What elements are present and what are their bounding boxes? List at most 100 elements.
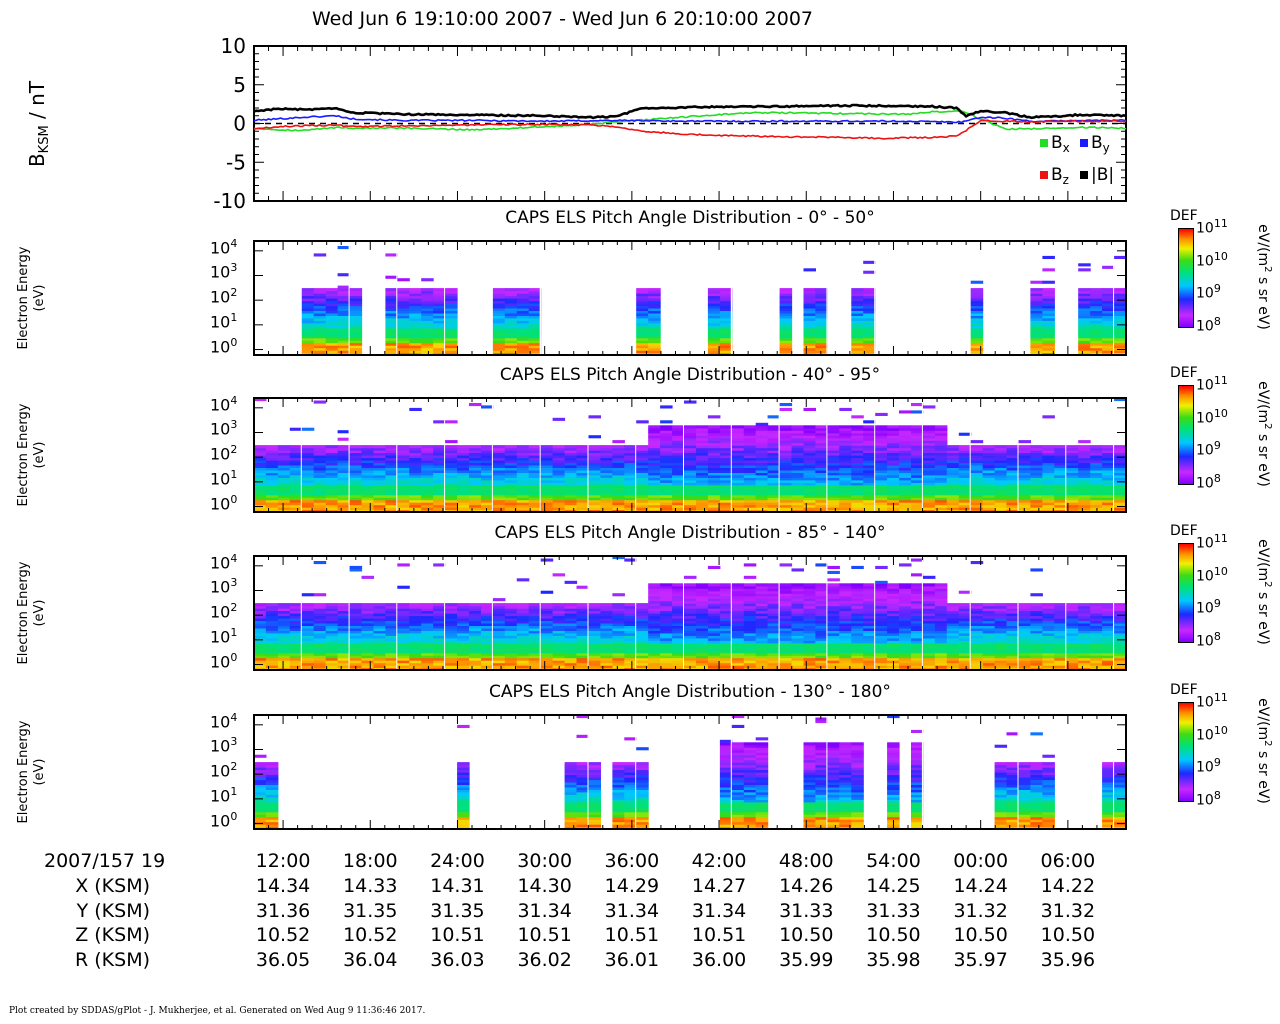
spectrogram-cell: [445, 337, 458, 341]
spectrogram-cell: [492, 620, 506, 624]
spectrogram-cell: [1114, 290, 1127, 294]
spectrogram-cell: [481, 477, 494, 481]
spectrogram-cell: [624, 610, 637, 614]
spectrogram-cell: [504, 467, 518, 471]
spectrogram-cell: [1006, 489, 1019, 493]
spectrogram-cell: [445, 487, 458, 491]
spectrogram-cell: [660, 487, 673, 491]
spectrogram-cell: [899, 497, 912, 501]
spectrogram-cell: [707, 445, 721, 449]
spectrogram-cell: [528, 622, 542, 626]
spectrogram-cell: [421, 335, 434, 339]
spectrogram-cell: [684, 598, 697, 602]
spectrogram-cell: [337, 625, 351, 629]
spectrogram-cell: [660, 645, 673, 649]
mag-series-2: [253, 119, 1127, 140]
spectrogram-cell: [409, 445, 422, 449]
spectrogram-cell: [636, 630, 649, 634]
spectrogram-cell: [277, 618, 291, 622]
spectrogram-cell: [827, 425, 840, 429]
spectrogram-cell: [1078, 288, 1091, 292]
spectrogram-cell: [922, 479, 936, 483]
spectrogram-cell: [922, 484, 936, 488]
spectrogram-cell: [731, 467, 745, 471]
spectrogram-cell: [301, 494, 315, 498]
spectrogram-cell: [528, 288, 542, 292]
spectrogram-cell: [373, 484, 386, 488]
spectrogram-cell: [911, 497, 924, 501]
spectrogram-cell: [863, 440, 876, 444]
spectrogram-cell: [337, 487, 351, 491]
spectrogram-cell: [397, 482, 410, 486]
spectrogram-cell: [313, 660, 327, 664]
spectrogram-cell: [875, 502, 888, 506]
spectrogram-cell: [803, 650, 816, 654]
spectrogram-cell: [875, 472, 888, 476]
spectrogram-cell: [349, 310, 363, 314]
spectrogram-cell: [481, 482, 494, 486]
spectrogram-cell: [504, 492, 518, 496]
spectrogram-cell: [696, 585, 709, 589]
spectrogram-cell: [349, 460, 363, 464]
spectrogram-cell: [421, 502, 434, 506]
spectrogram-cell: [636, 499, 649, 503]
spectrogram-cell: [779, 590, 793, 594]
spectrogram-cell: [289, 452, 303, 456]
spectrogram-cell: [528, 605, 542, 609]
spectrogram-cell: [528, 300, 542, 304]
spectrogram-cell: [337, 447, 351, 451]
spectrogram-cell: [373, 479, 386, 483]
spectrogram-cell: [934, 432, 948, 436]
spectrogram-cell: [373, 460, 386, 464]
spectrogram-cell: [481, 625, 494, 629]
spectrogram-cell: [313, 317, 327, 321]
spectrogram-cell: [421, 345, 434, 349]
spectrogram-cell: [994, 489, 1008, 493]
spectrogram-cell: [660, 650, 673, 654]
spectrogram-cell: [289, 479, 303, 483]
mag-ytick-label: 10: [221, 34, 246, 58]
spectrogram-cell: [600, 445, 613, 449]
spectrogram-cell: [1030, 325, 1043, 329]
spectrogram-cell: [636, 452, 649, 456]
spectrogram-cell: [636, 293, 649, 297]
spectrogram-cell: [1054, 477, 1067, 481]
spectrogram-cell: [600, 489, 613, 493]
spectrogram-cell: [528, 645, 542, 649]
spectrogram-cell: [289, 469, 303, 473]
spectrogram-cell: [397, 455, 410, 459]
spectrogram-cell: [1102, 499, 1115, 503]
spectrogram-cell: [600, 652, 613, 656]
spectrogram-cell: [672, 499, 685, 503]
spectrogram-cell: [301, 427, 315, 431]
colorbar-tick-label: 1011: [1196, 217, 1228, 237]
spectrogram-cell: [612, 662, 625, 666]
spectrogram-cell: [731, 462, 745, 466]
spectrogram-cell: [385, 632, 398, 636]
spectrogram-cell: [1030, 340, 1043, 344]
spectrogram-cell: [1102, 455, 1115, 459]
spectrogram-cell: [492, 290, 506, 294]
spectrogram-cell: [433, 613, 446, 617]
spectrogram-cell: [397, 288, 410, 292]
spectrogram-cell: [624, 492, 637, 496]
spectrogram-cell: [696, 499, 709, 503]
spectrogram-cell: [504, 637, 518, 641]
spectrogram-cell: [803, 615, 816, 619]
spectrogram-cell: [767, 487, 781, 491]
spectrogram-cell: [743, 447, 757, 451]
spectrogram-cell: [409, 467, 422, 471]
spectrogram-cell: [707, 652, 721, 656]
spectrogram-cell: [254, 472, 267, 476]
spectrogram-cell: [1102, 307, 1115, 311]
spectrogram-cell: [803, 320, 816, 324]
spectrogram-cell: [349, 615, 363, 619]
spectrogram-cell: [767, 647, 781, 651]
spectrogram-cell: [636, 603, 649, 607]
spectrogram-cell: [934, 479, 948, 483]
spectrogram-cell: [1102, 298, 1115, 302]
spectrogram-cell: [719, 452, 733, 456]
spectrogram-cell: [457, 464, 470, 468]
spectrogram-cell: [469, 484, 482, 488]
spectrogram-cell: [349, 487, 363, 491]
